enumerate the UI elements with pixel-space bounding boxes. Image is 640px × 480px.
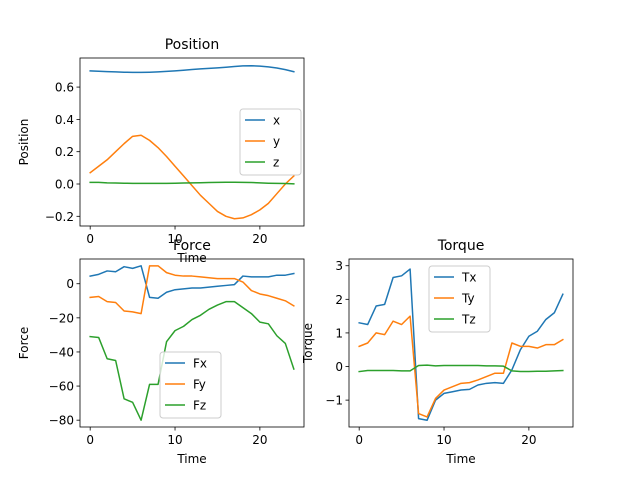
x-axis-label-force: Time — [176, 452, 206, 466]
y-tick-label-force: −60 — [49, 380, 74, 394]
legend-label-torque-ty: Ty — [461, 292, 475, 306]
legend-label-torque-tx: Tx — [461, 271, 476, 285]
y-tick-label-position: 0.2 — [55, 145, 74, 159]
legend-label-position-z: z — [273, 156, 279, 170]
y-tick-label-force: −20 — [49, 311, 74, 325]
y-tick-label-force: 0 — [66, 277, 74, 291]
series-line-torque-tx — [358, 268, 564, 422]
x-tick-label-force: 0 — [86, 433, 94, 447]
legend-frame-force — [159, 351, 222, 419]
x-tick-label-position: 10 — [167, 232, 182, 246]
axes-frame-torque — [348, 258, 574, 428]
series-line-position-z — [89, 181, 295, 185]
legend-frame-position — [239, 108, 302, 176]
x-tick-label-torque: 0 — [355, 433, 363, 447]
axes-frame-force — [79, 258, 305, 428]
y-axis-label-position: Position — [17, 119, 31, 166]
legend-label-position-x: x — [273, 114, 280, 128]
y-tick-label-torque: −1 — [325, 394, 343, 408]
chart-torque: 0 10 20 −1 0 1 2 3 Torque Time Torque Tx Ty Tz — [301, 238, 574, 466]
y-tick-label-torque: 1 — [335, 326, 343, 340]
series-line-torque-ty — [358, 315, 564, 418]
series-line-position-x — [89, 65, 295, 74]
x-tick-label-force: 20 — [252, 433, 267, 447]
y-tick-label-position: 0.4 — [55, 113, 74, 127]
legend-frame-torque — [428, 265, 491, 333]
series-line-force-fz — [89, 300, 295, 421]
chart-position: 0 10 20 −0.2 0.0 0.2 0.4 0.6 Position Time Positio… — [17, 37, 305, 265]
y-axis-label-force: Force — [17, 327, 31, 359]
chart-title-position: Position — [165, 37, 220, 53]
axes-frame-position — [79, 57, 305, 227]
legend-label-force-fy: Fy — [193, 378, 206, 392]
legend-label-torque-tz: Tz — [461, 313, 476, 327]
x-tick-label-torque: 10 — [436, 433, 451, 447]
legend-torque: Tx Ty Tz — [428, 265, 491, 333]
series-line-torque-tz — [358, 364, 564, 373]
chart-title-torque: Torque — [437, 238, 485, 254]
y-tick-label-position: −0.2 — [45, 210, 74, 224]
x-tick-label-force: 10 — [167, 433, 182, 447]
y-tick-label-torque: 0 — [335, 360, 343, 374]
y-tick-label-torque: 3 — [335, 259, 343, 273]
x-axis-label-torque: Time — [445, 452, 475, 466]
y-tick-label-force: −80 — [49, 414, 74, 428]
legend-label-force-fx: Fx — [193, 357, 207, 371]
series-line-position-y — [89, 134, 295, 220]
legend-label-position-y: y — [273, 135, 280, 149]
x-tick-label-torque: 20 — [521, 433, 536, 447]
legend-position: xyz — [239, 108, 302, 176]
chart-title-force: Force — [173, 238, 211, 254]
x-axis-label-position: Time — [176, 251, 206, 265]
y-tick-label-force: −40 — [49, 345, 74, 359]
x-tick-label-position: 20 — [252, 232, 267, 246]
y-tick-label-position: 0.0 — [55, 178, 74, 192]
series-line-force-fy — [89, 265, 295, 315]
y-axis-label-torque: Torque — [301, 323, 315, 364]
series-line-force-fx — [89, 265, 295, 299]
legend-label-force-fz: Fz — [193, 399, 206, 413]
y-tick-label-torque: 2 — [335, 293, 343, 307]
x-tick-label-position: 0 — [86, 232, 94, 246]
y-tick-label-position: 0.6 — [55, 81, 74, 95]
legend-force: Fx Fy Fz — [159, 351, 222, 419]
